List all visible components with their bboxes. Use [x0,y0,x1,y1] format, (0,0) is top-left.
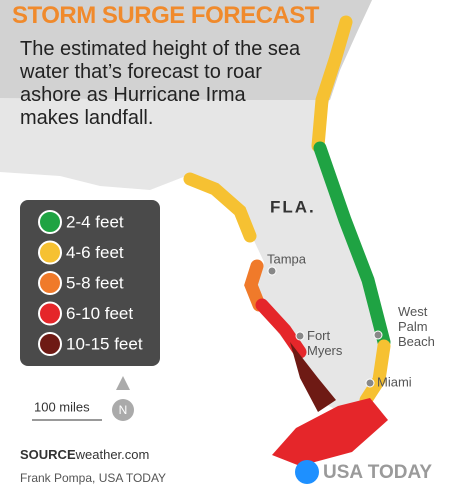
north-label: N [119,403,128,417]
subtitle-line: water that’s forecast to roar [20,61,262,83]
subtitle-line: The estimated height of the sea [20,38,301,60]
legend-dot [38,332,62,356]
city-dot [365,378,375,388]
legend-label: 2-4 feet [66,212,124,231]
legend-label: 4-6 feet [66,243,124,262]
surge-band [244,259,266,312]
subtitle-line: ashore as Hurricane Irma [20,84,246,106]
surge-band [183,172,257,243]
north-arrow [116,376,130,390]
city-label: Fort Myers [307,328,343,358]
logo-dot [295,460,319,484]
city-label: West Palm Beach [398,304,435,349]
surge-band [359,339,391,407]
city-dot [373,330,383,340]
legend-label: 6-10 feet [66,304,133,323]
city-dot [267,266,277,276]
surge-area [290,342,336,412]
logo: USA TODAY [323,462,432,483]
city-label-line: West [398,304,428,319]
legend-box [20,200,160,366]
city-label-line: Fort [307,328,331,343]
source: SOURCEweather.com [20,447,149,462]
surge-band [255,298,307,359]
subtitle: The estimated height of the sea water tha… [20,38,300,130]
legend-dot [38,301,62,326]
surge-band [313,141,391,349]
surge-band [311,15,353,153]
state-label: FLA. [270,197,316,216]
neighbor-states [0,0,372,100]
city-dot [295,331,305,341]
scale-label: 100 miles [34,399,90,414]
source-label: SOURCE [20,447,76,462]
legend-label: 5-8 feet [66,273,124,292]
subtitle-line: makes landfall. [20,107,154,129]
source-text: weather.com [75,447,150,462]
credit: Frank Pompa, USA TODAY [20,471,166,485]
city-label-line: Palm [398,319,428,334]
city-label-line: Myers [307,343,343,358]
legend-dot [38,210,62,234]
legend-dot [38,271,62,295]
north-circle [112,399,134,421]
surge-area [272,398,388,466]
legend-label: 10-15 feet [66,334,143,353]
legend-dot [38,240,62,265]
city-label-line: Beach [398,334,435,349]
title: STORM SURGE FORECAST [12,2,319,29]
city-label: Tampa [267,251,307,266]
land [0,0,386,410]
city-label: Miami [377,374,412,389]
